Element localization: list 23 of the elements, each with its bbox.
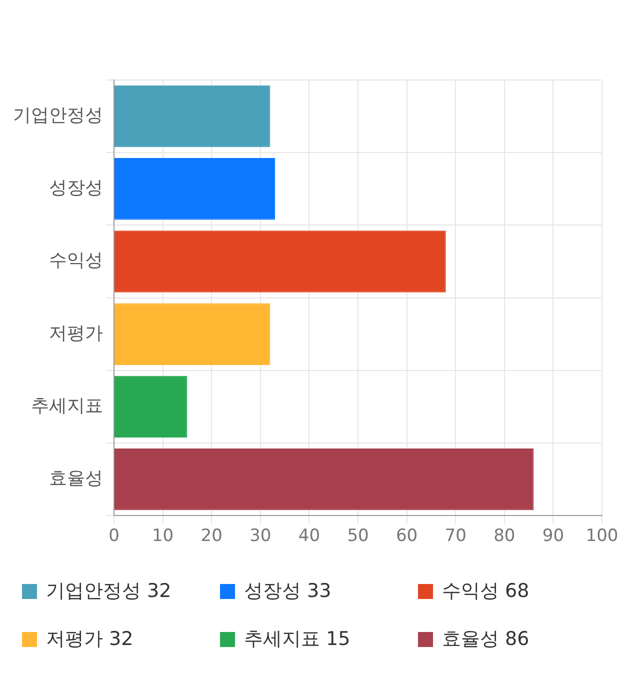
x-tick-label: 20 <box>200 526 222 546</box>
legend-label: 추세지표 15 <box>244 627 350 652</box>
legend-label: 기업안정성 32 <box>46 579 172 604</box>
y-tick-label: 효율성 <box>49 468 103 489</box>
x-tick-label: 60 <box>396 526 418 546</box>
legend-label: 저평가 32 <box>46 627 134 652</box>
legend-label: 성장성 33 <box>244 579 332 604</box>
legend-label: 수익성 68 <box>442 579 530 604</box>
x-tick-label: 100 <box>586 526 618 546</box>
y-tick-label: 저평가 <box>49 322 103 344</box>
legend-label: 효율성 86 <box>442 627 530 652</box>
x-tick-label: 50 <box>347 526 369 546</box>
x-tick-label: 80 <box>494 526 516 546</box>
y-tick-label: 추세지표 <box>31 395 103 416</box>
x-tick-label: 10 <box>152 526 174 546</box>
y-tick-label: 기업안정성 <box>13 104 103 126</box>
x-tick-label: 70 <box>444 526 466 546</box>
y-tick-label: 수익성 <box>49 250 103 272</box>
y-tick-label: 성장성 <box>49 178 103 199</box>
x-tick-label: 40 <box>298 526 320 546</box>
x-tick-label: 0 <box>108 526 120 546</box>
x-tick-label: 30 <box>250 526 272 546</box>
x-tick-label: 90 <box>542 526 564 546</box>
